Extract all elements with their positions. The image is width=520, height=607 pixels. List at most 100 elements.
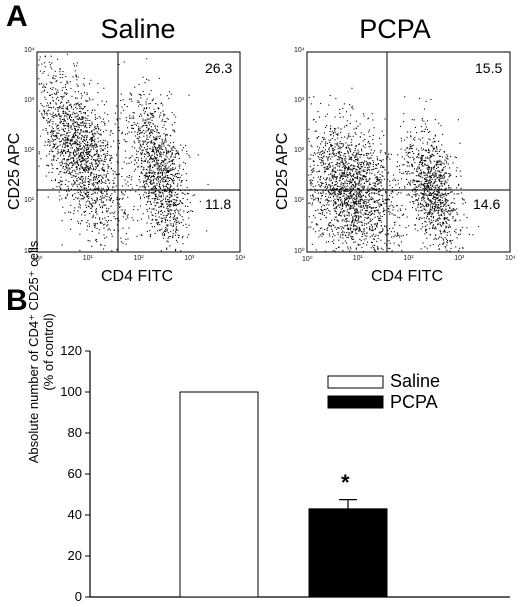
flow-dot (38, 59, 40, 61)
flow-dot (334, 146, 336, 148)
flow-dot (146, 78, 148, 80)
flow-dot (358, 170, 360, 172)
flow-dot (138, 93, 140, 95)
flow-dot (77, 128, 79, 130)
flow-dot (168, 193, 170, 195)
flow-dot (350, 169, 352, 171)
flow-dot (83, 159, 85, 161)
flow-dot (353, 219, 355, 221)
flow-dot (146, 107, 148, 109)
flow-dot (80, 198, 82, 200)
flow-dot (86, 146, 88, 148)
flow-dot (378, 213, 380, 215)
flow-dot (423, 208, 425, 210)
flow-dot (68, 104, 70, 106)
flow-dot (140, 234, 142, 236)
flow-dot (153, 137, 155, 139)
flow-dot (42, 116, 44, 118)
flow-dot (362, 140, 364, 142)
flow-dot (137, 100, 139, 102)
flow-dot (82, 152, 84, 154)
flow-dot (100, 182, 102, 184)
flow-dot (83, 211, 85, 213)
flow-dot (92, 190, 94, 192)
flow-dot (349, 183, 351, 185)
flow-dot (159, 192, 161, 194)
flow-dot (84, 171, 86, 173)
flow-dot (151, 188, 153, 190)
flow-dot (362, 209, 364, 211)
flow-dot (319, 201, 321, 203)
flow-dot (130, 183, 132, 185)
flow-dot (151, 154, 153, 156)
flow-dot (151, 208, 153, 210)
flow-dot (350, 205, 352, 207)
flow-dot (118, 230, 120, 232)
flow-dot (335, 154, 337, 156)
flow-dot (94, 192, 96, 194)
flow-dot (53, 139, 55, 141)
flow-dot (82, 141, 84, 143)
flow-dot (355, 169, 357, 171)
flow-dot (83, 167, 85, 169)
flow-dot (94, 188, 96, 190)
flow-dot (168, 177, 170, 179)
flow-dot (152, 132, 154, 134)
flow-dot (406, 165, 408, 167)
flow-dot (48, 109, 50, 111)
flow-dot (148, 103, 150, 105)
flow-dot (143, 168, 145, 170)
flow-dot (360, 190, 362, 192)
flow-dot (366, 192, 368, 194)
flow-dot (59, 73, 61, 75)
flow-dot (433, 202, 435, 204)
flow-dot (396, 193, 398, 195)
flow-dot (171, 161, 173, 163)
flow-dot (158, 206, 160, 208)
flow-dot (381, 230, 383, 232)
flow-dot (378, 217, 380, 219)
flow-dot (119, 118, 121, 120)
flow-dot (108, 199, 110, 201)
flow-dot (336, 213, 338, 215)
flow-dots (308, 87, 480, 253)
flow-dot (52, 115, 54, 117)
flow-dot (129, 117, 131, 119)
flow-dot (161, 169, 163, 171)
flow-dot (327, 224, 329, 226)
flow-dot (323, 137, 325, 139)
flow-dot (454, 209, 456, 211)
flow-dot (154, 187, 156, 189)
flow-dot (371, 210, 373, 212)
flow-dot (411, 151, 413, 153)
flow-dot (55, 113, 57, 115)
flow-dot (79, 172, 81, 174)
flow-dot (351, 207, 353, 209)
flow-dot (344, 167, 346, 169)
flow-dot (102, 163, 104, 165)
flow-dot (65, 135, 67, 137)
flow-dot (348, 152, 350, 154)
flow-dot (353, 193, 355, 195)
flow-dot (178, 203, 180, 205)
flow-dot (162, 184, 164, 186)
flow-dot (362, 202, 364, 204)
flow-dot (348, 215, 350, 217)
flow-dot (44, 62, 46, 64)
flow-dot (347, 246, 349, 248)
flow-dot (445, 220, 447, 222)
flow-dot (336, 198, 338, 200)
flow-dot (370, 224, 372, 226)
flow-dot (177, 193, 179, 195)
flow-dot (332, 151, 334, 153)
flow-dot (85, 131, 87, 133)
flow-dot (86, 118, 88, 120)
flow-dot (326, 156, 328, 158)
flow-dot (67, 82, 69, 84)
flow-dot (143, 160, 145, 162)
flow-dot (118, 130, 120, 132)
flow-dot (178, 153, 180, 155)
flow-dot (71, 195, 73, 197)
flow-dot (148, 153, 150, 155)
flow-dot (101, 142, 103, 144)
